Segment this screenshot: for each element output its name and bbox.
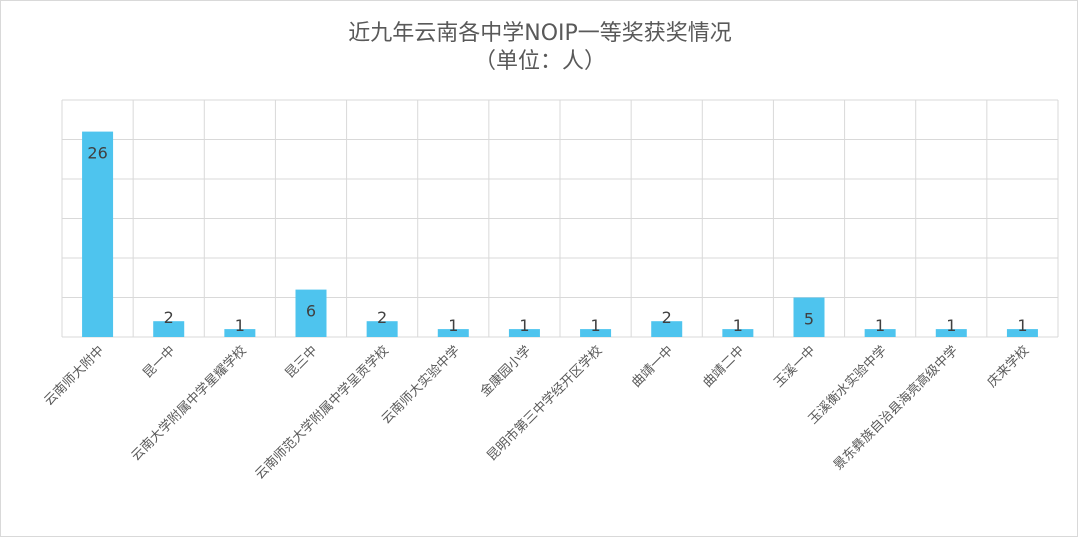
bar	[935, 329, 967, 337]
bar	[224, 329, 256, 337]
chart-subtitle: （单位：人）	[473, 49, 606, 74]
bars	[82, 131, 1038, 337]
data-label: 1	[946, 316, 956, 335]
bar	[1006, 329, 1038, 337]
data-label: 1	[235, 316, 245, 335]
x-tick-label: 庆来学校	[984, 343, 1032, 391]
x-tick-label: 金康园小学	[477, 343, 534, 400]
data-labels: 26 2 1 6 2 1 1 1 2 1 5 1 1 1	[87, 144, 1027, 336]
x-tick-label: 曲靖二中	[700, 343, 747, 390]
bar	[366, 321, 398, 337]
x-tick-label: 玉溪一中	[771, 343, 818, 390]
x-tick-label: 昆明市第三中学经开区学校	[484, 343, 606, 465]
x-tick-label: 云南师大附中	[41, 343, 107, 409]
x-tick-label: 云南师大实验中学	[378, 343, 463, 428]
grid	[61, 99, 1059, 338]
data-label: 5	[804, 310, 814, 329]
bar	[82, 131, 114, 337]
x-tick-label: 云南大学附属中学星耀学校	[128, 343, 250, 465]
bar	[580, 329, 612, 337]
x-tick-label: 云南师范大学附属中学呈贡学校	[252, 343, 392, 483]
bar	[508, 329, 540, 337]
data-label: 26	[87, 144, 107, 163]
x-tick-label: 昆三中	[283, 343, 321, 381]
chart-title: 近九年云南各中学NOIP一等奖获奖情况	[348, 21, 732, 46]
bar	[651, 321, 683, 337]
data-label: 2	[377, 308, 387, 327]
x-tick-label: 昆一中	[140, 343, 178, 381]
data-label: 1	[733, 316, 743, 335]
bar	[864, 329, 896, 337]
data-label: 6	[306, 302, 316, 321]
data-label: 1	[875, 316, 885, 335]
x-tick-label: 景东彝族自治县海亮高级中学	[830, 343, 961, 474]
data-label: 1	[1017, 316, 1027, 335]
data-label: 1	[448, 316, 458, 335]
bar	[793, 297, 825, 337]
bar	[437, 329, 469, 337]
bar	[295, 289, 327, 337]
bar	[153, 321, 185, 337]
bar	[722, 329, 754, 337]
x-tick-label: 玉溪衡水实验中学	[805, 343, 890, 428]
x-tick-label: 曲靖一中	[629, 343, 676, 390]
data-label: 1	[590, 316, 600, 335]
data-label: 1	[519, 316, 529, 335]
data-label: 2	[164, 308, 174, 327]
data-label: 2	[662, 308, 672, 327]
